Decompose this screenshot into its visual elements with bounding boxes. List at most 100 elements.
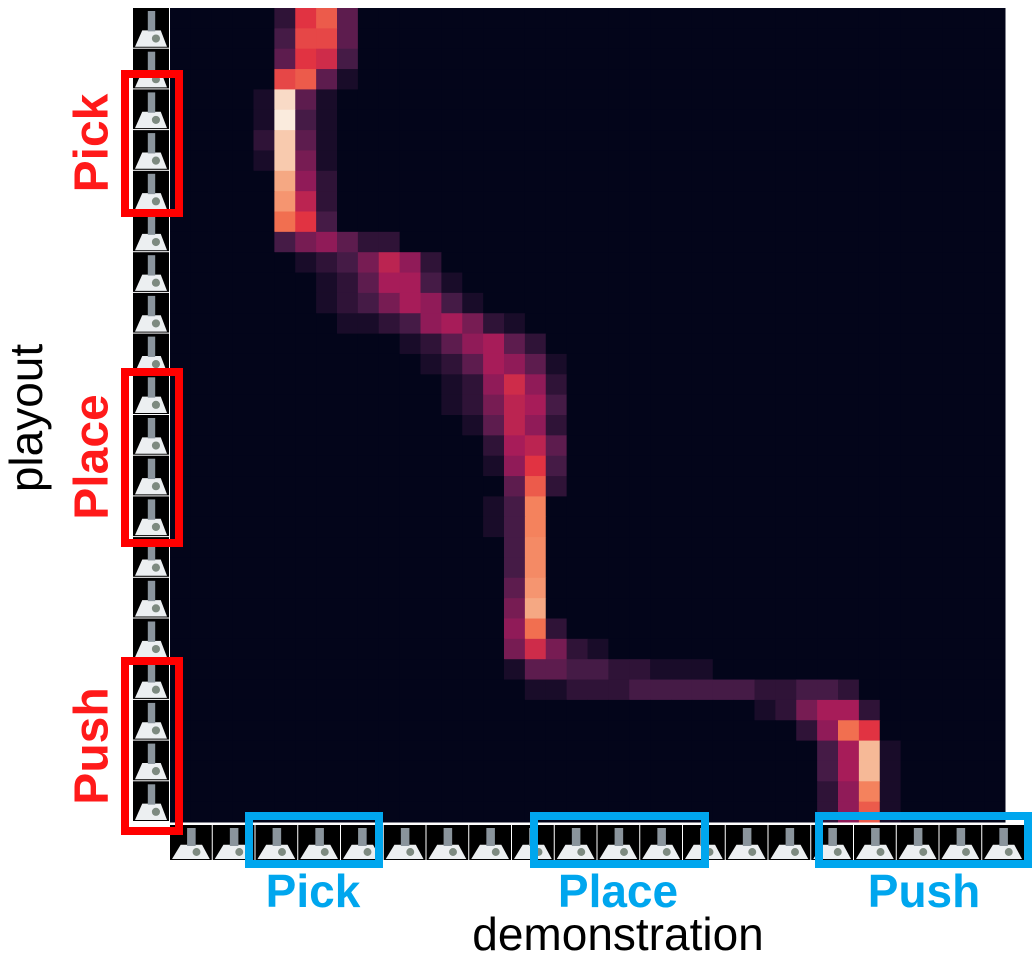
heatmap-cell <box>858 720 881 742</box>
heatmap-cell <box>566 211 588 233</box>
heatmap-cell <box>629 435 651 457</box>
heatmap-cell <box>796 415 818 436</box>
heatmap-cell <box>420 333 442 355</box>
heatmap-cell <box>190 577 213 599</box>
thumbnail-robot <box>147 702 156 724</box>
heatmap-cell <box>608 496 630 518</box>
heatmap-cell <box>754 740 776 762</box>
thumbnail-object <box>151 726 161 735</box>
heatmap-cell <box>295 28 317 50</box>
heatmap-cell <box>963 760 985 782</box>
heatmap-cell <box>462 333 484 355</box>
heatmap-cell <box>545 496 568 518</box>
heatmap-cell <box>190 109 213 131</box>
heatmap-cell <box>754 69 776 90</box>
heatmap-cell <box>504 292 526 314</box>
heatmap-cell <box>420 476 442 497</box>
heatmap-cell <box>566 374 588 396</box>
heatmap-cell <box>963 638 985 660</box>
thumbnail-object <box>151 156 161 165</box>
heatmap-cell <box>441 109 463 131</box>
heatmap-cell <box>858 211 881 233</box>
heatmap-cell <box>963 28 985 50</box>
heatmap-cell <box>796 231 818 253</box>
heatmap-cell <box>775 638 797 660</box>
heatmap-cell <box>712 170 735 192</box>
heatmap-cell <box>399 455 421 477</box>
heatmap-cell <box>316 679 338 701</box>
heatmap-cell <box>253 699 275 721</box>
heatmap-cell <box>357 313 380 335</box>
heatmap-cell <box>754 496 776 518</box>
heatmap-cell <box>190 170 213 192</box>
heatmap-cell <box>942 679 964 701</box>
heatmap-cell <box>629 415 651 436</box>
heatmap-cell <box>545 598 568 619</box>
heatmap-cell <box>441 435 463 457</box>
heatmap-cell <box>608 679 630 701</box>
thumbnail-robot <box>913 828 923 846</box>
heatmap-cell <box>504 801 526 823</box>
heatmap-cell <box>942 740 964 762</box>
heatmap-cell <box>211 48 234 70</box>
heatmap-cell <box>963 415 985 436</box>
heatmap-cell <box>921 211 943 233</box>
heatmap-cell <box>838 231 860 253</box>
heatmap-cell <box>399 211 421 233</box>
heatmap-cell <box>608 374 630 396</box>
heatmap-cell <box>587 415 609 436</box>
heatmap-cell <box>274 638 296 660</box>
heatmap-cell <box>378 638 401 660</box>
heatmap-cell <box>274 353 296 375</box>
heatmap-cell <box>566 48 588 70</box>
heatmap-cell <box>274 333 296 355</box>
heatmap-cell <box>441 28 463 50</box>
thumbnail-object <box>748 848 757 856</box>
heatmap-cell <box>566 537 588 558</box>
heatmap-cell <box>775 415 797 436</box>
heatmap-cell <box>462 638 484 660</box>
thumbnail-table <box>898 844 937 859</box>
heatmap-cell <box>524 516 547 538</box>
heatmap-cell <box>796 353 818 375</box>
heatmap-cell <box>942 496 964 518</box>
heatmap-cell <box>691 8 714 29</box>
heatmap-cell <box>963 313 985 335</box>
heatmap-cell <box>462 28 484 50</box>
heatmap-cell <box>462 374 484 396</box>
heatmap-cell <box>712 516 735 538</box>
heatmap-cell <box>942 476 964 497</box>
heatmap-cell <box>984 557 1006 579</box>
heatmap-cell <box>712 130 735 151</box>
heatmap-cell <box>504 435 526 457</box>
heatmap-cell <box>733 333 755 355</box>
heatmap-cell <box>754 231 776 253</box>
heatmap-cell <box>545 252 568 274</box>
heatmap-cell <box>504 313 526 335</box>
heatmap-cell <box>316 577 338 599</box>
heatmap-cell <box>754 150 776 172</box>
heatmap-cell <box>170 313 192 335</box>
heatmap-cell <box>963 435 985 457</box>
heatmap-cell <box>733 252 755 274</box>
heatmap-cell <box>316 699 338 721</box>
heatmap-cell <box>420 394 442 416</box>
heatmap-cell <box>629 191 651 212</box>
heatmap-cell <box>232 435 254 457</box>
heatmap-cell <box>775 659 797 681</box>
thumbnail-robot <box>147 51 156 73</box>
heatmap-cell <box>796 801 818 823</box>
heatmap-cell <box>650 557 672 579</box>
heatmap-cell <box>900 598 922 619</box>
heatmap-cell <box>984 394 1006 416</box>
heatmap-cell <box>295 699 317 721</box>
heatmap-cell <box>232 150 254 172</box>
thumbnail-table <box>428 844 467 859</box>
heatmap-cell <box>608 231 630 253</box>
heatmap-cell <box>337 516 359 538</box>
heatmap-cell <box>545 415 568 436</box>
heatmap-cell <box>462 537 484 558</box>
heatmap-cell <box>691 333 714 355</box>
heatmap-cell <box>399 659 421 681</box>
heatmap-cell <box>253 415 275 436</box>
